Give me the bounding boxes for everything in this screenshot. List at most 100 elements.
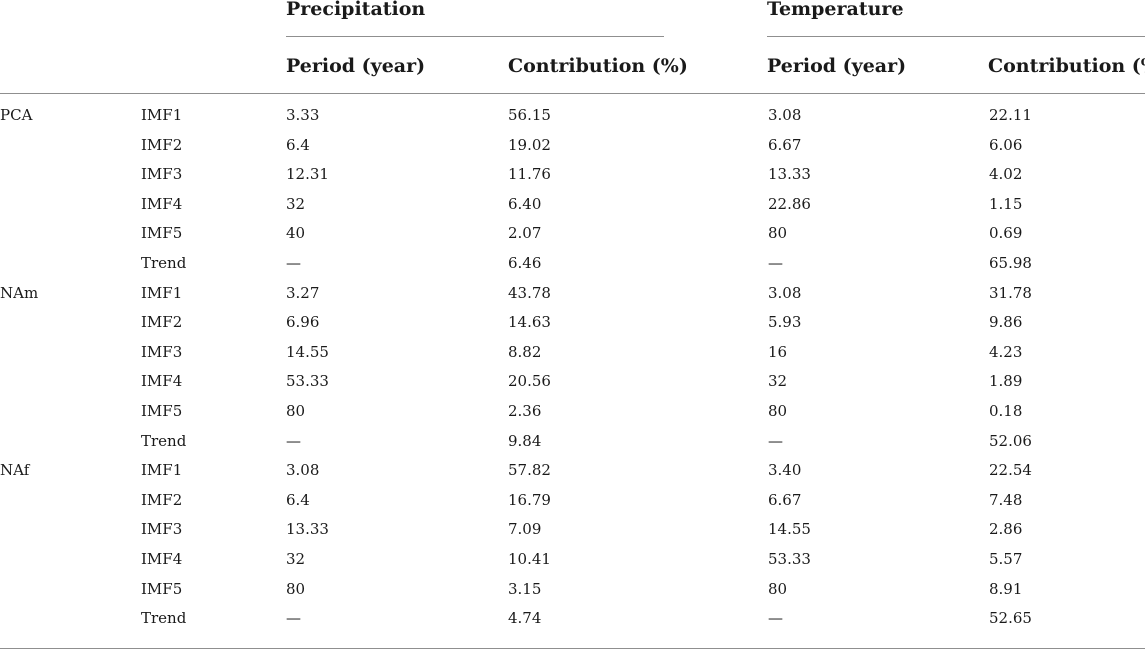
precipitation-period-cell: 12.31 (286, 165, 329, 184)
precipitation-period-cell: 6.96 (286, 313, 320, 332)
table-row: Trend — 9.84 — 52.06 (0, 432, 1145, 462)
temperature-period-cell: 5.93 (768, 313, 802, 332)
region-cell (0, 254, 141, 284)
table-row: IMF3 13.33 7.09 14.55 2.86 (0, 520, 1145, 550)
precipitation-period-cell: 3.08 (286, 461, 320, 480)
precipitation-period-cell: 6.4 (286, 135, 310, 154)
region-cell (0, 520, 141, 550)
component-cell: Trend (141, 253, 187, 272)
table-row: IMF2 6.96 14.63 5.93 9.86 (0, 313, 1145, 343)
precipitation-contribution-cell: 3.15 (508, 579, 542, 598)
table-body: PCA IMF1 3.33 56.15 3.08 22.11 IMF2 6.4 19.02 6.6… (0, 106, 1145, 639)
temperature-group-rule (767, 36, 1145, 37)
imf-contribution-table: PCA IMF1 3.33 56.15 3.08 22.11 IMF2 6.4 19.02 6.6… (0, 106, 1145, 639)
table-row: Trend — 6.46 — 65.98 (0, 254, 1145, 284)
table-row: NAf IMF1 3.08 57.82 3.40 22.54 (0, 461, 1145, 491)
temperature-period-cell: 14.55 (768, 520, 811, 539)
table-bottom-rule (0, 648, 1145, 649)
precipitation-contribution-cell: 14.63 (508, 313, 551, 332)
temperature-contribution-cell: 22.11 (989, 106, 1032, 124)
region-cell (0, 372, 141, 402)
region-cell (0, 343, 141, 373)
region-cell (0, 609, 141, 639)
component-cell: IMF2 (141, 135, 183, 154)
component-cell: IMF1 (141, 461, 183, 480)
temperature-contribution-cell: 5.57 (989, 549, 1023, 568)
precipitation-period-cell: 14.55 (286, 342, 329, 361)
temperature-period-cell: 80 (768, 579, 788, 598)
temperature-contribution-cell: 22.54 (989, 461, 1032, 480)
precipitation-period-cell: 53.33 (286, 372, 329, 391)
temperature-period-cell: 3.08 (768, 283, 802, 302)
temperature-contribution-cell: 52.65 (989, 609, 1032, 628)
temperature-period-cell: 53.33 (768, 549, 811, 568)
region-cell (0, 224, 141, 254)
precipitation-contribution-cell: 6.40 (508, 194, 542, 213)
precipitation-period-cell: 32 (286, 549, 306, 568)
table-row: NAm IMF1 3.27 43.78 3.08 31.78 (0, 284, 1145, 314)
temperature-contribution-cell: 4.23 (989, 342, 1023, 361)
region-cell (0, 313, 141, 343)
component-cell: IMF1 (141, 106, 183, 124)
temperature-contribution-cell: 31.78 (989, 283, 1032, 302)
temperature-contribution-cell: 0.18 (989, 401, 1023, 420)
precipitation-period-cell: 13.33 (286, 520, 329, 539)
component-cell: IMF3 (141, 342, 183, 361)
temperature-period-cell: 6.67 (768, 490, 802, 509)
precipitation-contribution-cell: 19.02 (508, 135, 551, 154)
precipitation-period-cell: 3.33 (286, 106, 320, 124)
precipitation-group-title: Precipitation (286, 0, 426, 20)
table-row: IMF4 32 6.40 22.86 1.15 (0, 195, 1145, 225)
precipitation-contribution-cell: 16.79 (508, 490, 551, 509)
region-cell (0, 550, 141, 580)
precipitation-contribution-cell: 9.84 (508, 431, 542, 450)
temperature-period-cell: 32 (768, 372, 788, 391)
region-cell (0, 432, 141, 462)
component-cell: Trend (141, 609, 187, 628)
table-row: IMF4 32 10.41 53.33 5.57 (0, 550, 1145, 580)
temperature-contribution-cell: 6.06 (989, 135, 1023, 154)
component-cell: IMF1 (141, 283, 183, 302)
component-cell: IMF3 (141, 520, 183, 539)
region-cell: NAm (0, 283, 39, 302)
precipitation-contribution-cell: 10.41 (508, 549, 551, 568)
precipitation-contribution-header: Contribution (%) (508, 55, 688, 77)
precipitation-contribution-cell: 56.15 (508, 106, 551, 124)
precipitation-contribution-cell: 43.78 (508, 283, 551, 302)
precipitation-period-cell: 40 (286, 224, 306, 243)
table-row: IMF3 12.31 11.76 13.33 4.02 (0, 165, 1145, 195)
temperature-contribution-cell: 52.06 (989, 431, 1032, 450)
temperature-contribution-header: Contribution (%) (988, 55, 1145, 77)
precipitation-period-header: Period (year) (286, 55, 426, 77)
region-cell (0, 491, 141, 521)
component-cell: IMF5 (141, 401, 183, 420)
temperature-contribution-cell: 1.15 (989, 194, 1023, 213)
temperature-contribution-cell: 65.98 (989, 253, 1032, 272)
temperature-period-cell: — (768, 253, 783, 272)
precipitation-group-rule (286, 36, 664, 37)
precipitation-period-cell: 80 (286, 579, 306, 598)
region-cell: NAf (0, 461, 30, 480)
precipitation-period-cell: — (286, 431, 301, 450)
precipitation-period-cell: — (286, 609, 301, 628)
temperature-contribution-cell: 7.48 (989, 490, 1023, 509)
component-cell: IMF3 (141, 165, 183, 184)
precipitation-contribution-cell: 11.76 (508, 165, 551, 184)
temperature-period-cell: 80 (768, 401, 788, 420)
region-cell (0, 580, 141, 610)
temperature-contribution-cell: 4.02 (989, 165, 1023, 184)
table-row: IMF5 80 3.15 80 8.91 (0, 580, 1145, 610)
header-divider (0, 93, 1145, 94)
precipitation-period-cell: 80 (286, 401, 306, 420)
precipitation-period-cell: 3.27 (286, 283, 320, 302)
temperature-period-cell: 3.08 (768, 106, 802, 124)
table-row: IMF3 14.55 8.82 16 4.23 (0, 343, 1145, 373)
precipitation-contribution-cell: 7.09 (508, 520, 542, 539)
table-row: PCA IMF1 3.33 56.15 3.08 22.11 (0, 106, 1145, 136)
component-cell: IMF4 (141, 194, 183, 213)
precipitation-contribution-cell: 4.74 (508, 609, 542, 628)
precipitation-contribution-cell: 20.56 (508, 372, 551, 391)
precipitation-contribution-cell: 2.36 (508, 401, 542, 420)
precipitation-contribution-cell: 8.82 (508, 342, 542, 361)
temperature-period-cell: 3.40 (768, 461, 802, 480)
